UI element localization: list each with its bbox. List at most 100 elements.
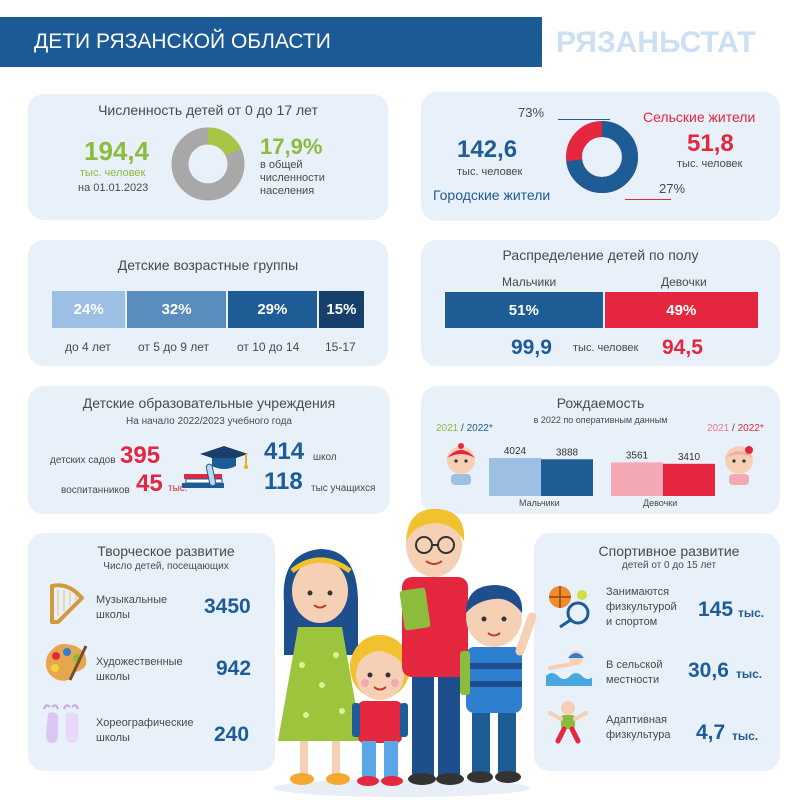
birth-bar-label: 3888 xyxy=(556,447,579,458)
gender-boys-segment: 51% xyxy=(445,292,603,328)
birth-boys-label: Мальчики xyxy=(519,498,560,508)
creative-card: Творческое развитие Число детей, посещаю… xyxy=(28,533,275,771)
sport-3-unit: тыс. xyxy=(732,729,759,743)
urban-pct-leader xyxy=(558,119,610,120)
rural-pct-leader xyxy=(625,199,671,200)
legend-right-slash: / xyxy=(729,423,738,434)
legend-left-2022: 2022* xyxy=(466,423,493,434)
birth-bar-girls-2021 xyxy=(611,462,663,496)
age-segment-10-14: 29% xyxy=(227,291,317,328)
baby-girl-icon xyxy=(725,446,753,485)
art-label-1: Художественные xyxy=(96,656,183,668)
page-title: ДЕТИ РЯЗАНСКОЙ ОБЛАСТИ xyxy=(34,30,331,53)
girls-value: 94,5 xyxy=(662,336,703,359)
gender-title: Распределение детей по полу xyxy=(502,247,699,263)
rural-value: 51,8 xyxy=(687,130,734,157)
pupils-value: 45 xyxy=(136,470,163,497)
age-groups-bar: 24% 32% 29% 15% xyxy=(52,291,366,328)
gender-card: Распределение детей по полу Мальчики Дев… xyxy=(421,240,780,366)
ballet-shoes-icon xyxy=(43,704,79,743)
rural-unit: тыс. человек xyxy=(677,158,743,170)
legend-left-slash: / xyxy=(458,423,467,434)
pupils-label: воспитанников xyxy=(61,485,130,496)
girls-label: Девочки xyxy=(661,275,707,289)
urban-rural-card: 73% 142,6 тыс. человек Городские жители … xyxy=(421,92,780,221)
education-title: Детские образовательные учреждения xyxy=(82,395,336,411)
music-value: 3450 xyxy=(204,595,251,618)
rural-label: Сельские жители xyxy=(643,109,756,125)
sport-1-label-3: и спортом xyxy=(606,616,658,628)
sport-1-value: 145 xyxy=(698,598,734,621)
population-donut xyxy=(171,127,245,201)
sport-title: Спортивное развитие xyxy=(598,543,740,559)
schools-value: 414 xyxy=(264,438,305,465)
swimmer-icon xyxy=(546,651,592,686)
birth-legend-right: 2021 / 2022* xyxy=(707,423,764,434)
music-label-1: Музыкальные xyxy=(96,594,168,606)
urban-value: 142,6 xyxy=(457,136,518,163)
age-label-5-9: от 5 до 9 лет xyxy=(138,340,210,354)
education-subtitle: На начало 2022/2023 учебного года xyxy=(126,416,292,427)
birth-bar-label: 4024 xyxy=(504,446,527,457)
population-share: 17,9% xyxy=(260,134,323,159)
age-label-0-4: до 4 лет xyxy=(65,340,111,354)
age-label-15-17: 15-17 xyxy=(325,340,356,354)
creative-title: Творческое развитие xyxy=(97,543,235,559)
birth-title: Рождаемость xyxy=(556,395,645,411)
logo: РЯЗАНЬСТАТ xyxy=(556,26,756,59)
boy-right-figure xyxy=(460,585,537,783)
urban-label: Городские жители xyxy=(433,187,551,203)
pupils-unit: тыс. xyxy=(168,483,188,494)
education-card: Детские образовательные учреждения На на… xyxy=(28,386,390,514)
harp-icon xyxy=(50,583,84,624)
sport-subtitle: детей от 0 до 15 лет xyxy=(621,560,717,571)
population-title: Численность детей от 0 до 17 лет xyxy=(98,102,318,118)
birth-legend-left: 2021 / 2022* xyxy=(436,423,493,434)
birth-card: Рождаемость в 2022 по оперативным данным… xyxy=(421,386,780,514)
boy-tall-figure xyxy=(399,508,468,785)
boys-value: 99,9 xyxy=(511,336,552,359)
schools-label: школ xyxy=(313,452,337,463)
age-segment-0-4: 24% xyxy=(52,291,126,328)
children-illustration xyxy=(274,508,537,797)
girl-small-figure xyxy=(350,635,410,786)
boys-label: Мальчики xyxy=(502,275,557,289)
kindergartens-value: 395 xyxy=(120,442,161,469)
sport-1-label-2: физкультурой xyxy=(606,601,677,613)
gender-girls-segment: 49% xyxy=(604,292,758,328)
header-banner xyxy=(0,17,542,67)
urban-unit: тыс. человек xyxy=(457,166,523,178)
population-share-caption-1: в общей xyxy=(260,159,303,171)
dance-label-1: Хореографические xyxy=(96,717,194,729)
graduation-cap-icon xyxy=(182,446,248,488)
birth-girls-label: Девочки xyxy=(643,498,678,508)
age-groups-title: Детские возрастные группы xyxy=(117,257,299,273)
population-share-caption-2: численности xyxy=(260,172,325,184)
age-groups-card: Детские возрастные группы 24% 32% 29% 15… xyxy=(28,240,388,366)
age-segment-15-17: 15% xyxy=(318,291,364,328)
baby-boy-icon xyxy=(447,443,475,485)
urban-pct: 73% xyxy=(518,105,545,120)
students-value: 118 xyxy=(264,468,303,495)
adaptive-sport-icon xyxy=(548,701,588,744)
sport-2-value: 30,6 xyxy=(688,659,729,682)
birth-subtitle: в 2022 по оперативным данным xyxy=(533,415,668,425)
age-label-10-14: от 10 до 14 xyxy=(237,340,300,354)
population-date: на 01.01.2023 xyxy=(78,182,149,194)
sport-3-value: 4,7 xyxy=(696,721,726,744)
age-segment-5-9: 32% xyxy=(127,291,226,328)
sport-card: Спортивное развитие детей от 0 до 15 лет… xyxy=(534,533,780,771)
birth-chart: 4024 3888 3561 3410 xyxy=(489,446,715,496)
legend-right-2021: 2021 xyxy=(707,423,730,434)
art-label-2: школы xyxy=(96,671,130,683)
sport-1-label-1: Занимаются xyxy=(606,586,670,598)
birth-bar-girls-2022 xyxy=(663,463,715,496)
dance-label-2: школы xyxy=(96,732,130,744)
rural-pct: 27% xyxy=(659,181,686,196)
dance-value: 240 xyxy=(214,723,250,746)
sport-1-unit: тыс. xyxy=(738,606,765,620)
legend-left-2021: 2021 xyxy=(436,423,459,434)
birth-bar-label: 3561 xyxy=(626,450,649,461)
birth-bar-label: 3410 xyxy=(678,452,701,463)
palette-icon xyxy=(45,644,88,681)
